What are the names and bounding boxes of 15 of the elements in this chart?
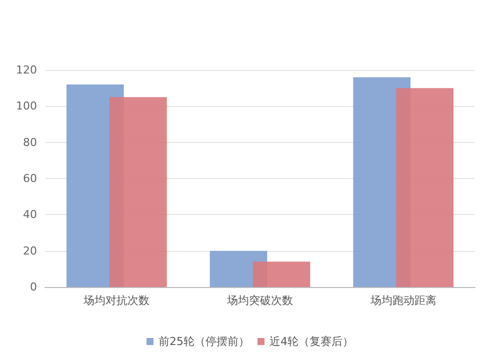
bar <box>110 97 167 287</box>
y-tick-label: 120 <box>16 64 37 76</box>
x-tick-label: 场均突破次数 <box>226 294 293 307</box>
x-tick-label: 场均对抗次数 <box>82 294 150 307</box>
legend-label: 前25轮（停摆前） <box>158 335 250 348</box>
y-tick-label: 100 <box>16 100 37 113</box>
y-tick-label: 80 <box>23 136 37 149</box>
y-tick-label: 40 <box>23 208 37 222</box>
y-tick-label: 60 <box>23 172 37 185</box>
legend-label: 近4轮（复赛后） <box>270 335 354 348</box>
bar <box>396 88 454 287</box>
y-tick-label: 0 <box>30 280 37 294</box>
bar <box>252 262 310 287</box>
y-tick-label: 20 <box>23 244 37 258</box>
x-tick-label: 场均跑动距离 <box>369 294 436 307</box>
